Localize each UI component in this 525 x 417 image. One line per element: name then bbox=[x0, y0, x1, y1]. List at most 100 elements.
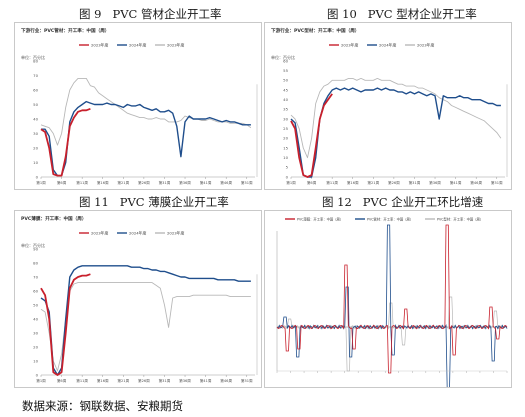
series-line-y2022 bbox=[290, 77, 502, 159]
legend-label: PVC薄膜：开工率：中国（周） bbox=[297, 217, 343, 222]
x-tick-label: 第46周 bbox=[220, 180, 232, 185]
x-tick-label: 第41周 bbox=[200, 378, 212, 383]
x-tick-label: 第51周 bbox=[491, 180, 503, 185]
growth-line-y2024 bbox=[276, 224, 508, 387]
x-tick-label: 第11周 bbox=[76, 378, 88, 383]
legend-label: 2023年度 bbox=[167, 43, 184, 48]
y-tick-label: 40 bbox=[283, 97, 288, 102]
x-tick-label: 第36周 bbox=[429, 180, 441, 185]
y-tick-label: 25 bbox=[283, 126, 288, 131]
x-tick-label: 第11周 bbox=[76, 180, 88, 185]
x-tick-label: 第21周 bbox=[117, 378, 129, 383]
figure-12-title: 图 12 PVC 企业开工环比增速 bbox=[322, 195, 484, 209]
y-tick-label: 70 bbox=[33, 73, 38, 78]
x-tick-label: 第41周 bbox=[450, 180, 462, 185]
y-tick-label: 40 bbox=[33, 116, 38, 121]
legend-label: 2023年度 bbox=[167, 231, 184, 236]
source-note: 数据来源：钢联数据、安粮期货 bbox=[22, 399, 183, 413]
x-tick-label: 第16周 bbox=[97, 180, 109, 185]
x-tick-label: 第21周 bbox=[117, 180, 129, 185]
y-tick-label: 60 bbox=[283, 58, 288, 63]
x-tick-label: 第26周 bbox=[138, 378, 150, 383]
y-tick-label: 0 bbox=[286, 174, 289, 179]
chart-pipe-operating-rate: 下游行业：PVC管材：开工率：中国（周） 单位：百分比 2023年度 2024年度 20… bbox=[21, 27, 258, 185]
chart-panel-profile: 下游行业：PVC型材：开工率：中国（周） 单位：百分比 2023年度 2024年度 20… bbox=[264, 22, 512, 190]
x-tick-label: 第21周 bbox=[367, 180, 379, 185]
y-tick-label: 80 bbox=[33, 260, 38, 265]
x-tick-label: 第51周 bbox=[241, 180, 253, 185]
x-tick-label: 第36周 bbox=[179, 180, 191, 185]
inner-title: PVC薄膜：开工率：中国（周） bbox=[21, 215, 86, 222]
x-tick-label: 第31周 bbox=[159, 180, 171, 185]
y-tick-label: 30 bbox=[33, 330, 38, 335]
y-tick-label: 20 bbox=[283, 136, 288, 141]
y-tick-label: 0 bbox=[36, 372, 39, 377]
unit-label: 单位：百分比 bbox=[21, 242, 45, 248]
figure-11-title: 图 11 PVC 薄膜企业开工率 bbox=[79, 195, 229, 209]
y-tick-label: 10 bbox=[33, 160, 38, 165]
series-line-y2024 bbox=[41, 100, 251, 177]
y-tick-label: 70 bbox=[33, 274, 38, 279]
x-tick-label: 第16周 bbox=[347, 180, 359, 185]
x-tick-label: 第36周 bbox=[179, 378, 191, 383]
y-tick-label: 50 bbox=[283, 78, 288, 83]
y-tick-label: 15 bbox=[283, 145, 288, 150]
y-tick-label: 30 bbox=[283, 116, 288, 121]
series-line-y2022 bbox=[40, 77, 252, 146]
x-tick-label: 第1周 bbox=[36, 180, 46, 185]
y-tick-label: 20 bbox=[33, 145, 38, 150]
series-line-y2023 bbox=[290, 93, 333, 178]
chart-mom-growth: PVC薄膜：开工率：中国（周） PVC管材：开工率：中国（周） PVC型材：开工率：… bbox=[276, 217, 508, 387]
x-tick-label: 第26周 bbox=[138, 180, 150, 185]
y-tick-label: 50 bbox=[33, 302, 38, 307]
x-tick-label: 第31周 bbox=[409, 180, 421, 185]
unit-label: 单位：百分比 bbox=[271, 54, 295, 60]
legend-label: 2024年度 bbox=[129, 231, 146, 236]
x-tick-label: 第6周 bbox=[57, 378, 67, 383]
x-tick-label: 第46周 bbox=[220, 378, 232, 383]
y-tick-label: 50 bbox=[33, 102, 38, 107]
series-line-y2023 bbox=[40, 273, 91, 376]
chart-film-operating-rate: PVC薄膜：开工率：中国（周） 单位：百分比 2023年度 2024年度 2023年度 0… bbox=[21, 215, 258, 383]
figure-9-title: 图 9 PVC 管材企业开工率 bbox=[79, 7, 222, 21]
y-tick-label: 55 bbox=[283, 68, 288, 73]
series-line-y2024 bbox=[40, 265, 251, 376]
y-tick-label: 40 bbox=[33, 316, 38, 321]
x-tick-label: 第16周 bbox=[97, 378, 109, 383]
legend-label: 2023年度 bbox=[91, 231, 108, 236]
series-line-y2024 bbox=[290, 87, 501, 178]
chart-panel-pipe: 下游行业：PVC管材：开工率：中国（周） 单位：百分比 2023年度 2024年度 20… bbox=[14, 22, 262, 190]
x-tick-label: 第6周 bbox=[57, 180, 67, 185]
x-tick-label: 第31周 bbox=[159, 378, 171, 383]
y-tick-label: 30 bbox=[33, 131, 38, 136]
y-tick-label: 80 bbox=[33, 58, 38, 63]
y-tick-label: 10 bbox=[283, 155, 288, 160]
y-tick-label: 5 bbox=[286, 165, 289, 170]
y-tick-label: 35 bbox=[283, 107, 288, 112]
legend-label: 2023年度 bbox=[341, 43, 358, 48]
legend-label: 2024年度 bbox=[379, 43, 396, 48]
y-tick-label: 90 bbox=[33, 246, 38, 251]
growth-line-y2023 bbox=[276, 224, 508, 374]
x-tick-label: 第46周 bbox=[470, 180, 482, 185]
x-tick-label: 第6周 bbox=[307, 180, 317, 185]
x-tick-label: 第11周 bbox=[326, 180, 338, 185]
x-tick-label: 第1周 bbox=[286, 180, 296, 185]
y-tick-label: 60 bbox=[33, 87, 38, 92]
series-line-y2022 bbox=[40, 282, 251, 372]
y-tick-label: 0 bbox=[36, 174, 39, 179]
x-tick-label: 第51周 bbox=[241, 378, 253, 383]
figure-10-title: 图 10 PVC 型材企业开工率 bbox=[327, 7, 477, 21]
inner-title: 下游行业：PVC型材：开工率：中国（周） bbox=[271, 27, 359, 34]
y-tick-label: 10 bbox=[33, 358, 38, 363]
x-tick-label: 第26周 bbox=[388, 180, 400, 185]
chart-panel-mom-growth: PVC薄膜：开工率：中国（周） PVC管材：开工率：中国（周） PVC型材：开工率：… bbox=[264, 210, 512, 388]
chart-profile-operating-rate: 下游行业：PVC型材：开工率：中国（周） 单位：百分比 2023年度 2024年度 20… bbox=[271, 27, 508, 185]
x-tick-label: 第1周 bbox=[36, 378, 46, 383]
inner-title: 下游行业：PVC管材：开工率：中国（周） bbox=[21, 27, 109, 34]
y-tick-label: 45 bbox=[283, 87, 288, 92]
unit-label: 单位：百分比 bbox=[21, 54, 45, 60]
legend-label: PVC型材：开工率：中国（周） bbox=[437, 217, 483, 222]
y-tick-label: 60 bbox=[33, 288, 38, 293]
legend-label: PVC管材：开工率：中国（周） bbox=[367, 217, 413, 222]
